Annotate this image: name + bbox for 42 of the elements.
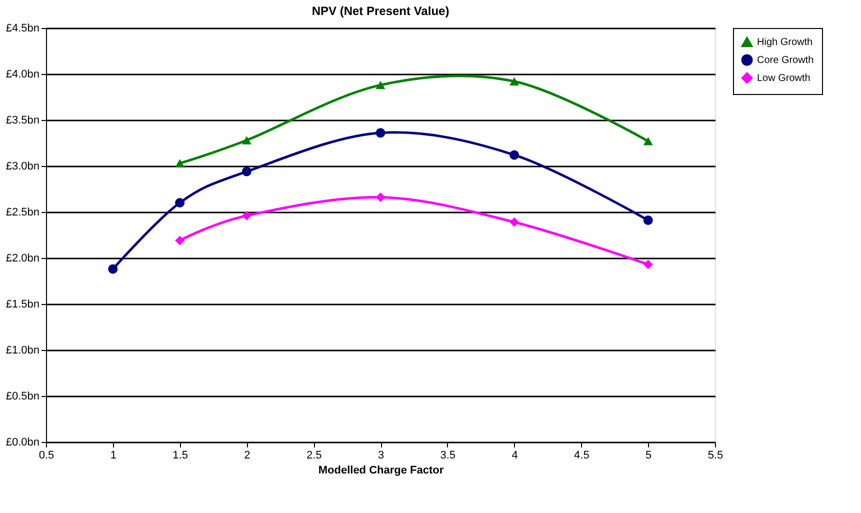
chart-title: NPV (Net Present Value)	[312, 4, 450, 18]
x-tick-label: 4	[512, 450, 518, 462]
point	[510, 77, 520, 86]
point	[242, 136, 252, 144]
x-axis-title: Modelled Charge Factor	[318, 464, 444, 476]
point	[643, 216, 653, 226]
point	[376, 128, 386, 138]
point	[175, 159, 185, 168]
y-tick-label: £4.5bn	[6, 22, 40, 34]
y-tick-label: £1.5bn	[6, 298, 40, 310]
point	[175, 198, 185, 208]
point	[376, 192, 386, 202]
point	[376, 80, 386, 90]
y-tick-label: £3.0bn	[6, 160, 40, 172]
x-tick-label: 1	[110, 450, 116, 462]
y-tick-label: £0.5bn	[6, 390, 40, 402]
y-tick-label: £2.5bn	[6, 206, 40, 218]
x-tick-label: 1.5	[172, 450, 188, 462]
point	[175, 236, 185, 246]
legend-label: Low Growth	[757, 73, 810, 84]
point	[643, 137, 653, 146]
x-tick-label: 5.5	[708, 450, 724, 462]
x-tick-label: 3.5	[440, 450, 456, 462]
point	[643, 260, 653, 270]
x-tick-label: 0.5	[38, 450, 54, 462]
point	[242, 210, 252, 220]
x-tick-label: 5	[646, 450, 652, 462]
point	[108, 264, 118, 274]
y-tick-label: £4.0bn	[6, 68, 40, 80]
legend-label: Core Growth	[757, 55, 814, 66]
x-tick-label: 2.5	[306, 450, 322, 462]
y-tick-label: £3.5bn	[6, 114, 40, 126]
x-tick-label: 3	[378, 450, 384, 462]
point	[510, 217, 520, 227]
y-tick-label: £1.0bn	[6, 344, 40, 356]
x-tick-label: 4.5	[574, 450, 590, 462]
legend-label: High Growth	[757, 37, 813, 48]
point	[510, 150, 520, 160]
x-tick-label: 2	[244, 450, 250, 462]
point	[242, 166, 252, 176]
y-tick-label: £0.0bn	[6, 436, 40, 448]
y-tick-label: £2.0bn	[6, 252, 40, 264]
